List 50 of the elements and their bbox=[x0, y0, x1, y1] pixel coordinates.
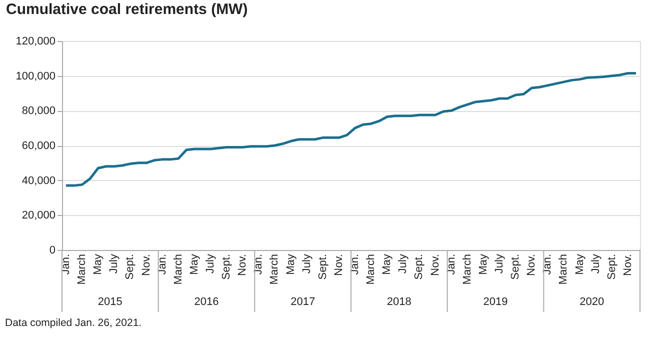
x-tick-label: July bbox=[108, 254, 120, 274]
y-tick-label: 120,000 bbox=[16, 36, 56, 48]
x-tick-label: July bbox=[590, 254, 602, 274]
text: Data compiled Jan. 26, 2021. bbox=[5, 317, 142, 329]
x-tick-label: Nov. bbox=[140, 254, 152, 276]
x-tick-label: Jan. bbox=[542, 254, 554, 275]
x-tick-label: Sept. bbox=[316, 254, 329, 280]
y-tick-label: 100,000 bbox=[16, 70, 56, 82]
x-tick-label: Jan. bbox=[252, 254, 265, 275]
y-tick-label: 60,000 bbox=[22, 140, 56, 152]
x-tick-label: Sept. bbox=[510, 254, 522, 280]
text: 2019 bbox=[483, 296, 508, 308]
chart-title: Cumulative coal retirements (MW) bbox=[6, 1, 248, 18]
text: 2017 bbox=[290, 296, 316, 308]
text: 2016 bbox=[194, 296, 219, 308]
x-tick-label: March bbox=[268, 254, 281, 285]
x-tick-label: May bbox=[574, 254, 586, 275]
x-tick-label: May bbox=[381, 254, 394, 275]
x-tick-label: March bbox=[461, 254, 474, 285]
x-tick-label: July bbox=[397, 254, 410, 274]
x-tick-label: May bbox=[188, 254, 200, 275]
text: 2015 bbox=[98, 296, 122, 308]
x-tick-label: Nov. bbox=[429, 254, 442, 276]
x-tick-label: March bbox=[558, 254, 570, 285]
x-tick-label: March bbox=[76, 254, 88, 285]
line-series bbox=[64, 72, 638, 187]
x-tick-label: Sept. bbox=[606, 254, 618, 280]
x-tick-label: Sept. bbox=[220, 254, 233, 280]
x-tick-label: Nov. bbox=[526, 254, 538, 276]
y-tick-label: 20,000 bbox=[22, 210, 56, 222]
x-tick-label: Jan. bbox=[445, 254, 458, 275]
x-tick-label: Nov. bbox=[236, 254, 249, 276]
x-tick-label: July bbox=[204, 254, 217, 274]
y-tick-label: 80,000 bbox=[22, 105, 56, 118]
x-tick-label: July bbox=[494, 254, 506, 274]
x-tick-label: May bbox=[477, 254, 490, 275]
x-tick-label: May bbox=[284, 254, 297, 275]
text: 2020 bbox=[580, 296, 604, 308]
x-tick-label: July bbox=[300, 254, 313, 274]
y-tick-label: 0 bbox=[49, 244, 56, 256]
x-tick-label: March bbox=[172, 254, 184, 285]
x-tick-label: May bbox=[92, 254, 104, 275]
x-tick-label: Jan. bbox=[156, 254, 168, 275]
y-tick-label: 40,000 bbox=[22, 174, 56, 187]
x-tick-label: Nov. bbox=[622, 254, 634, 276]
x-tick-label: Sept. bbox=[413, 254, 426, 280]
text: 2018 bbox=[386, 296, 412, 308]
x-tick-label: Sept. bbox=[124, 254, 136, 280]
x-tick-label: Nov. bbox=[332, 254, 345, 276]
x-tick-label: March bbox=[365, 254, 378, 285]
